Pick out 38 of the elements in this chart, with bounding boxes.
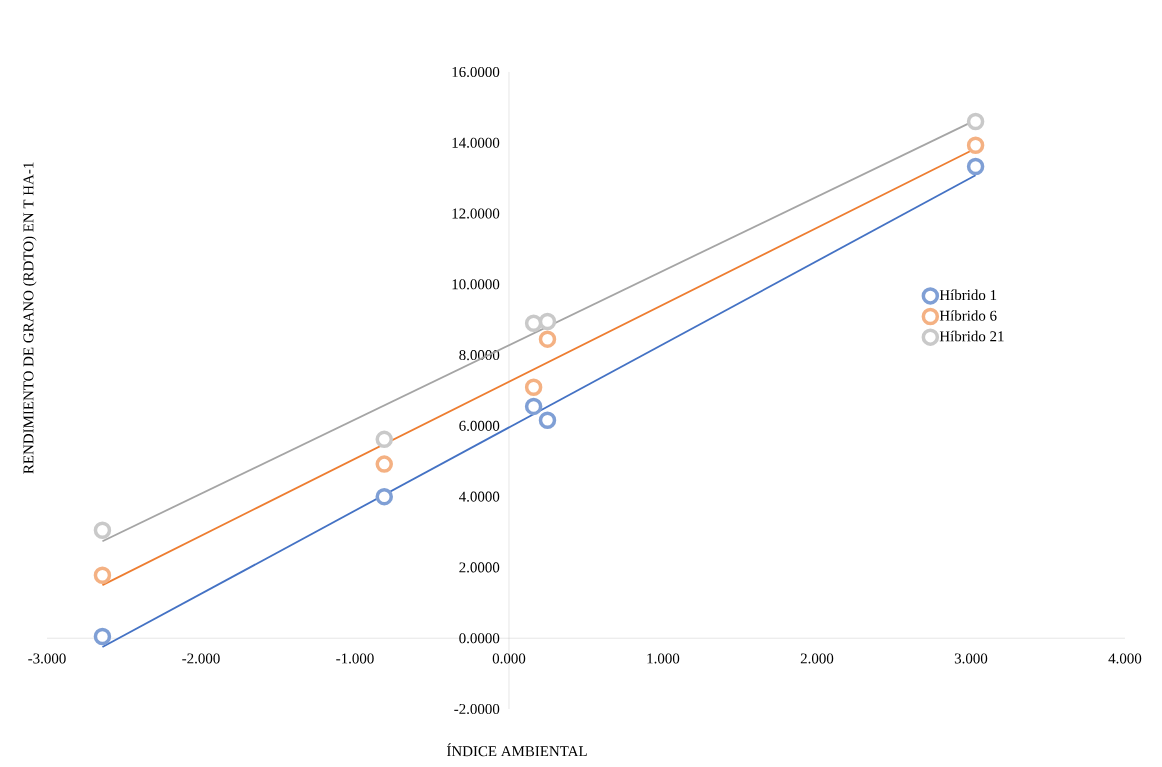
point (966, 136, 985, 154)
point (538, 312, 557, 331)
x-tick-label: 0.000 (492, 653, 526, 664)
x-axis-title: ÍNDICE AMBIENTAL (446, 743, 587, 757)
y-tick-label: 2.0000 (459, 562, 500, 573)
point (524, 314, 543, 333)
y-tick-label: 14.0000 (452, 137, 500, 148)
point (538, 411, 557, 429)
legend-label: Híbrido 6 (939, 310, 997, 321)
x-tick-label: -3.000 (28, 653, 66, 664)
legend-label: Híbrido 21 (939, 330, 1004, 342)
y-tick-label: 4.0000 (459, 491, 500, 502)
x-tick-label: 2.000 (800, 653, 834, 664)
point (375, 455, 393, 473)
y-tick-label: 6.0000 (459, 420, 500, 431)
point (375, 430, 393, 449)
point (538, 330, 557, 348)
point (375, 487, 393, 506)
point (966, 157, 985, 176)
x-tick-label: 1.000 (647, 653, 680, 664)
legend-label: Híbrido 1 (939, 289, 997, 301)
point (966, 112, 985, 131)
y-tick-label: 8.0000 (459, 350, 500, 361)
y-tick-label: 16.0000 (452, 66, 500, 78)
point (93, 521, 112, 540)
y-tick-label: 0.0000 (459, 633, 500, 644)
x-tick-label: 3.000 (954, 653, 988, 664)
y-tick-label: 12.0000 (452, 208, 500, 219)
x-tick-label: -1.000 (336, 653, 374, 664)
point (93, 627, 112, 646)
y-axis-title: RENDIMIENTO DE GRANO (RDTO) EN T HA-1 (22, 162, 37, 474)
x-tick-label: -2.000 (182, 653, 220, 664)
point (524, 397, 543, 416)
y-tick-label: 10.0000 (452, 279, 500, 290)
point (93, 566, 112, 584)
point (524, 378, 543, 397)
y-tick-label: -2.0000 (454, 703, 500, 715)
x-tick-label: 4.000 (1108, 653, 1142, 664)
